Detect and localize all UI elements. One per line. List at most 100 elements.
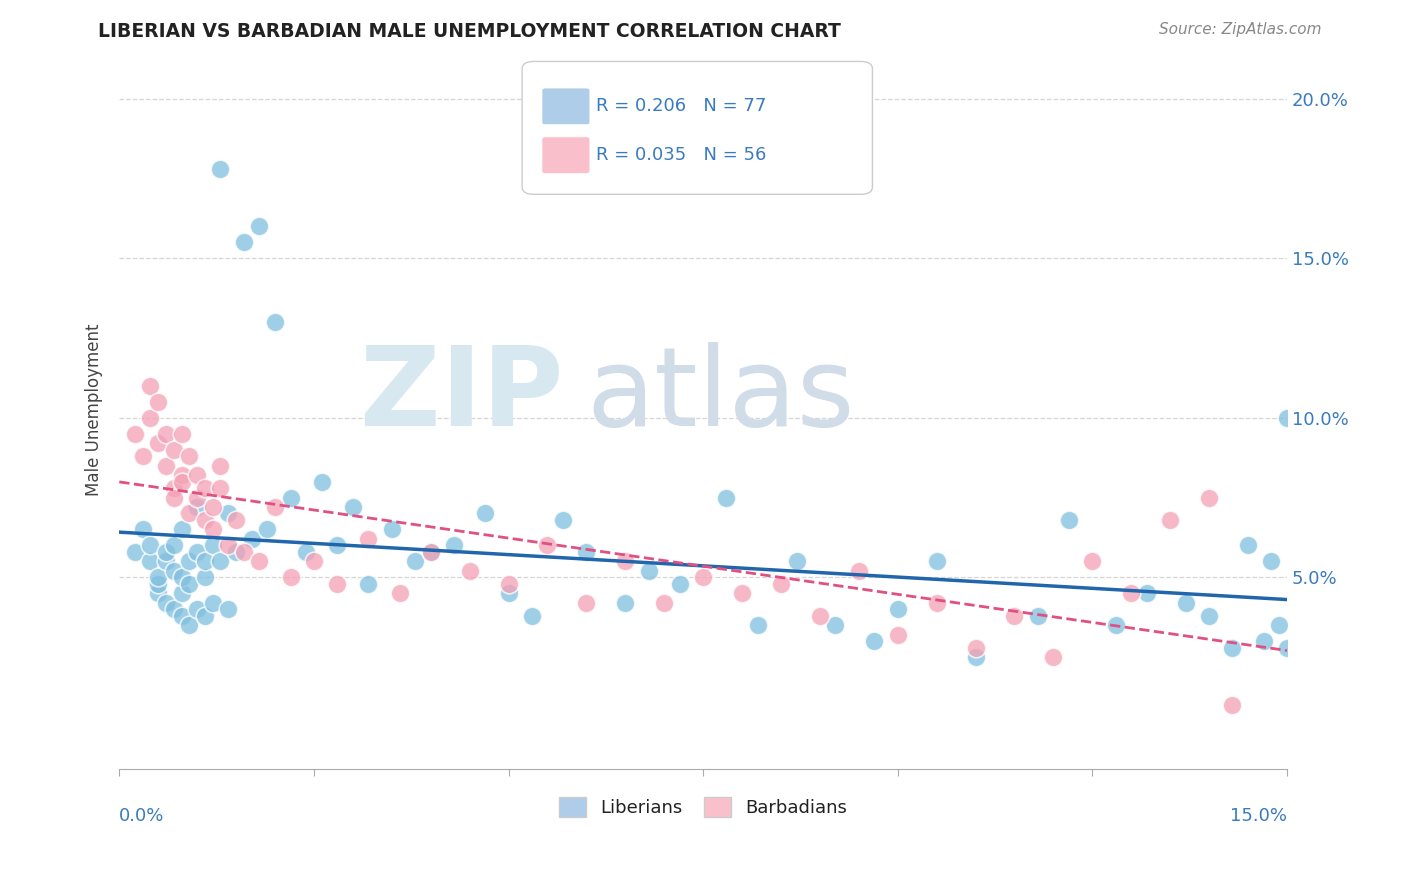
Point [179,554,201,568]
Point [326,538,349,552]
Point [1081,554,1104,568]
Point [201,596,224,610]
FancyBboxPatch shape [522,62,873,194]
Point [155,426,177,441]
Point [179,449,201,463]
Point [1198,491,1220,505]
Point [217,538,239,552]
Point [179,507,201,521]
Point [225,513,247,527]
Point [194,570,217,584]
Point [256,523,278,537]
Point [163,538,186,552]
Point [139,410,162,425]
Point [186,491,208,505]
Point [179,618,201,632]
Point [209,554,232,568]
Point [1057,513,1080,527]
Point [419,545,441,559]
Point [404,554,426,568]
Point [731,586,754,600]
Point [388,586,411,600]
Point [716,491,738,505]
Point [1159,513,1181,527]
Point [1198,608,1220,623]
Point [264,500,287,515]
Point [808,608,831,623]
Point [209,481,232,495]
Point [194,554,217,568]
Point [692,570,714,584]
Point [170,608,193,623]
Point [536,538,558,552]
Point [863,634,886,648]
Point [124,426,146,441]
FancyBboxPatch shape [541,136,591,173]
Point [170,426,193,441]
Point [1260,554,1282,568]
Point [498,586,520,600]
Point [217,507,239,521]
Legend: Liberians, Barbadians: Liberians, Barbadians [551,790,855,824]
Point [1275,410,1298,425]
Point [148,570,170,584]
Point [170,475,193,489]
Point [965,640,987,655]
Point [614,554,637,568]
Text: R = 0.206   N = 77: R = 0.206 N = 77 [596,97,766,115]
Point [170,586,193,600]
Point [232,545,254,559]
Point [186,468,208,483]
Point [194,481,217,495]
Point [201,538,224,552]
Point [295,545,318,559]
Point [474,507,496,521]
Point [1222,698,1244,712]
Point [886,628,908,642]
Point [209,458,232,473]
Text: ZIP: ZIP [360,342,562,449]
Point [747,618,769,632]
Point [1275,640,1298,655]
Point [155,554,177,568]
Point [886,602,908,616]
Point [498,576,520,591]
Point [443,538,465,552]
Point [1222,640,1244,655]
Point [139,379,162,393]
Point [186,602,208,616]
Point [155,458,177,473]
Point [357,532,380,546]
Point [163,442,186,457]
Point [194,608,217,623]
Point [201,523,224,537]
Point [194,513,217,527]
Text: atlas: atlas [586,342,855,449]
Point [148,576,170,591]
Point [1105,618,1128,632]
Point [652,596,675,610]
Point [139,554,162,568]
Point [1237,538,1260,552]
Point [614,596,637,610]
Point [225,545,247,559]
Point [637,564,659,578]
Point [209,161,232,176]
Point [1042,650,1064,665]
Point [824,618,846,632]
Point [170,468,193,483]
Point [342,500,364,515]
Point [131,449,153,463]
Y-axis label: Male Unemployment: Male Unemployment [86,324,103,496]
Point [1004,608,1026,623]
Point [201,500,224,515]
Point [163,602,186,616]
Point [148,436,170,450]
Text: Source: ZipAtlas.com: Source: ZipAtlas.com [1159,22,1322,37]
Point [280,491,302,505]
Text: LIBERIAN VS BARBADIAN MALE UNEMPLOYMENT CORRELATION CHART: LIBERIAN VS BARBADIAN MALE UNEMPLOYMENT … [98,22,841,41]
Point [357,576,380,591]
Point [1026,608,1049,623]
Point [925,596,948,610]
Point [1268,618,1291,632]
